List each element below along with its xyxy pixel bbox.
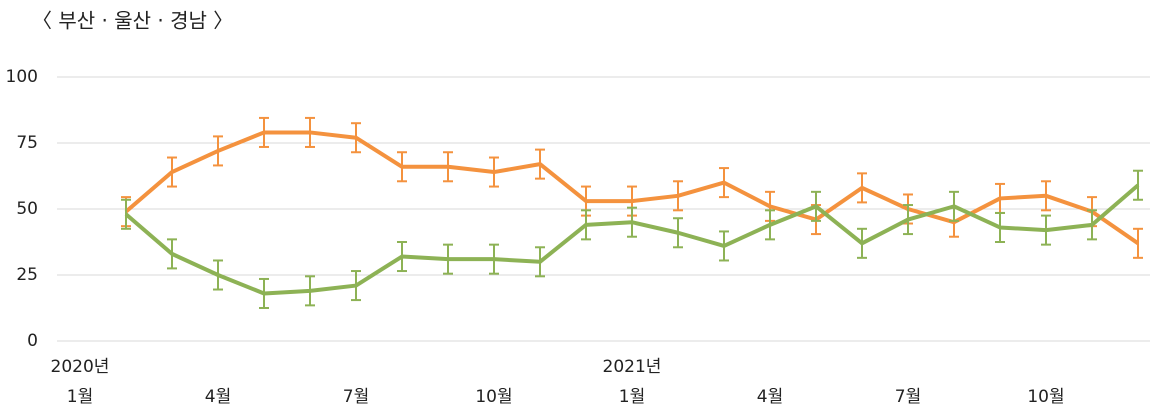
- error-bar: [581, 209, 591, 241]
- error-bar: [673, 217, 683, 249]
- error-bar: [719, 167, 729, 199]
- error-bar: [811, 190, 821, 222]
- x-tick-label: 10월: [475, 387, 512, 407]
- y-tick-label: 25: [16, 265, 38, 285]
- error-bar: [857, 227, 867, 259]
- error-bar: [305, 275, 315, 307]
- error-bar: [305, 116, 315, 148]
- error-bar: [397, 151, 407, 183]
- chart-title: 〈 부산 · 울산 · 경남 〉: [32, 9, 233, 33]
- error-bar: [489, 243, 499, 275]
- x-tick-label: 1월: [619, 387, 645, 407]
- error-bar: [535, 246, 545, 278]
- x-tick-label: 4월: [757, 387, 783, 407]
- error-bar: [1133, 169, 1143, 201]
- error-bar: [121, 198, 131, 230]
- x-tick-label: 4월: [205, 387, 231, 407]
- x-tick-label: 7월: [895, 387, 921, 407]
- year-label: 2020년: [51, 357, 110, 377]
- x-tick-label: 1월: [67, 387, 93, 407]
- x-tick-label: 10월: [1027, 387, 1064, 407]
- error-bar: [719, 230, 729, 262]
- error-bar: [673, 180, 683, 212]
- error-bar: [995, 211, 1005, 243]
- error-bar: [489, 156, 499, 188]
- error-bar: [213, 259, 223, 291]
- error-bar: [535, 148, 545, 180]
- error-bar: [259, 277, 269, 309]
- y-tick-label: 100: [6, 67, 38, 87]
- error-bar: [1133, 227, 1143, 259]
- error-bar: [213, 135, 223, 167]
- error-bar: [351, 122, 361, 154]
- error-bar: [397, 241, 407, 273]
- error-bar: [627, 206, 637, 238]
- error-bar: [443, 243, 453, 275]
- year-label: 2021년: [603, 357, 662, 377]
- error-bar: [351, 270, 361, 302]
- y-tick-label: 50: [16, 199, 38, 219]
- error-bar: [167, 156, 177, 188]
- error-bar: [1087, 209, 1097, 241]
- error-bar: [903, 204, 913, 236]
- error-bar: [765, 209, 775, 241]
- error-bar: [1041, 180, 1051, 212]
- y-tick-label: 0: [27, 331, 38, 351]
- error-bar: [259, 116, 269, 148]
- x-tick-label: 7월: [343, 387, 369, 407]
- y-tick-label: 75: [16, 133, 38, 153]
- error-bar: [167, 238, 177, 270]
- error-bar: [443, 151, 453, 183]
- error-bar: [857, 172, 867, 204]
- error-bar: [1041, 214, 1051, 246]
- error-bar: [949, 190, 959, 222]
